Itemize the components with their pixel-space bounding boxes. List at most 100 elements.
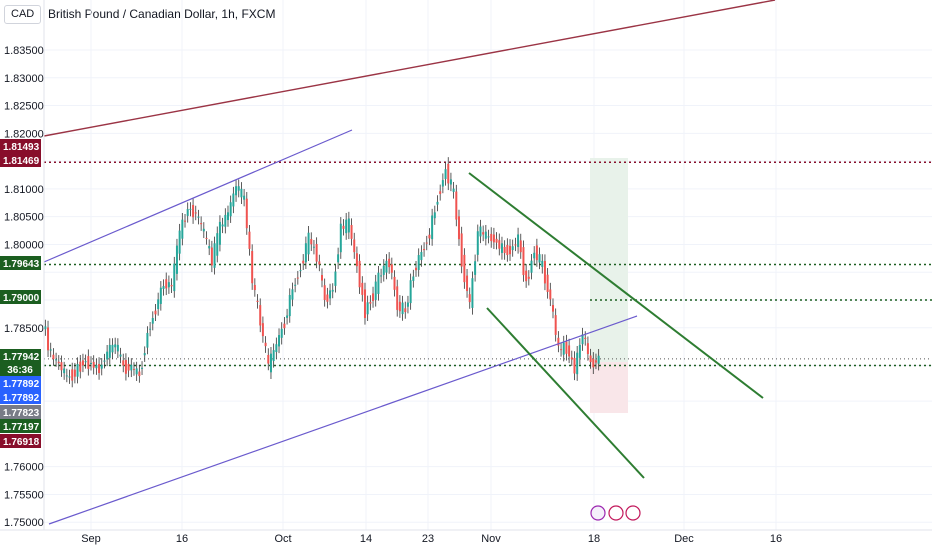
candle-body-118: [361, 282, 364, 295]
candle-body-157: [466, 275, 469, 292]
candle-body-92: [291, 289, 294, 300]
candle-body-205: [594, 360, 597, 363]
price-badge-text-10: 1.76918: [3, 437, 40, 448]
price-badge-text-7: 1.77892: [3, 393, 40, 404]
candle-body-52: [184, 220, 187, 222]
price-badge-text-0: 1.81493: [3, 142, 40, 153]
candle-body-28: [119, 354, 122, 357]
y-tick-label-1: 1.75500: [4, 489, 44, 501]
candle-body-203: [589, 355, 592, 363]
candle-body-201: [584, 337, 587, 339]
y-tick-label-13: 1.82500: [4, 101, 44, 113]
candle-body-174: [511, 246, 514, 251]
candle-body-21: [100, 364, 103, 369]
wedge-lower-line[interactable]: [486, 307, 645, 479]
candle-body-122: [372, 293, 375, 302]
currency-selector[interactable]: CAD: [4, 5, 42, 24]
price-badge-9: [0, 419, 41, 433]
candle-body-58: [200, 223, 203, 225]
candle-body-61: [208, 246, 211, 249]
candle-body-72: [237, 186, 240, 191]
event-icons[interactable]: [590, 505, 641, 521]
candle-body-110: [339, 223, 342, 253]
candle-body-94: [296, 277, 299, 279]
candle-body-138: [415, 267, 418, 271]
price-badge-3: [0, 290, 41, 304]
candle-body-60: [205, 237, 208, 239]
candle-body-96: [302, 260, 305, 264]
candle-body-102: [318, 261, 321, 265]
candle-body-145: [433, 212, 436, 219]
candle-body-59: [202, 228, 205, 232]
candle-body-11: [73, 369, 76, 377]
candle-body-78: [253, 284, 256, 291]
candle-body-39: [149, 328, 152, 330]
candle-body-104: [323, 285, 326, 300]
candle-body-33: [132, 368, 135, 370]
candle-body-13: [79, 361, 82, 372]
candle-body-101: [315, 243, 318, 262]
candle-body-136: [409, 280, 412, 304]
candle-body-87: [278, 335, 281, 347]
candle-body-134: [404, 308, 407, 313]
candle-body-140: [420, 251, 423, 261]
candle-body-195: [568, 345, 571, 357]
x-tick-label-4: 23: [422, 533, 434, 545]
candle-body-8: [65, 375, 68, 377]
candle-body-97: [304, 243, 307, 263]
chart-title: British Pound / Canadian Dollar, 1h, FXC…: [48, 7, 276, 21]
candle-body-23: [106, 351, 109, 360]
candle-body-55: [192, 205, 195, 218]
candle-body-53: [186, 209, 189, 216]
candle-body-18: [92, 361, 95, 368]
channel-upper-line[interactable]: [43, 129, 353, 263]
candle-body-153: [455, 191, 458, 220]
candle-body-194: [565, 341, 568, 354]
time-axis: Sep 16 Oct 14 23 Nov 18 Dec 16: [0, 529, 932, 545]
channel-lower-line[interactable]: [48, 315, 638, 525]
candle-body-30: [124, 359, 127, 374]
candle-body-200: [581, 334, 584, 345]
candle-body-25: [111, 344, 114, 353]
price-badge-text-6: 1.77892: [3, 379, 40, 390]
candle-body-14: [81, 360, 84, 366]
candle-body-155: [460, 233, 463, 267]
y-tick-label-12: 1.82000: [4, 128, 44, 140]
candle-body-184: [538, 254, 541, 263]
candle-body-108: [334, 271, 337, 286]
stop-zone: [590, 362, 628, 413]
candlestick-series: [44, 157, 600, 388]
candle-body-113: [347, 218, 350, 233]
price-axis: 1.75000 1.75500 1.76000 1.78500 1.80000 1.805…: [4, 0, 45, 530]
candle-body-7: [63, 368, 66, 374]
candle-body-38: [146, 332, 149, 348]
x-tick-label-1: 16: [176, 533, 188, 545]
y-tick-label-15: 1.83500: [4, 45, 44, 57]
candle-body-44: [162, 286, 165, 289]
candle-body-128: [388, 258, 391, 268]
candle-body-84: [269, 353, 272, 373]
x-tick-label-7: Dec: [674, 533, 694, 545]
price-badge-text-4: 1.77942: [3, 352, 40, 363]
candle-body-167: [492, 234, 495, 243]
price-badge-10: [0, 434, 41, 448]
candle-body-139: [417, 255, 420, 270]
candle-body-117: [358, 260, 361, 288]
candle-body-154: [457, 216, 460, 240]
candle-body-6: [60, 362, 63, 371]
candle-body-164: [484, 231, 487, 239]
candle-body-135: [406, 302, 409, 307]
candle-body-73: [240, 188, 243, 198]
candle-body-98: [307, 232, 310, 255]
candle-body-88: [280, 328, 283, 338]
candle-body-180: [527, 276, 530, 279]
candle-body-35: [138, 371, 141, 377]
upper-resistance-line[interactable]: [43, 0, 776, 137]
candle-body-89: [283, 323, 286, 329]
candle-body-176: [517, 234, 520, 248]
candle-body-90: [286, 315, 289, 318]
price-badge-6: [0, 376, 41, 390]
wedge-upper-line[interactable]: [468, 172, 764, 399]
candle-body-80: [259, 305, 262, 326]
